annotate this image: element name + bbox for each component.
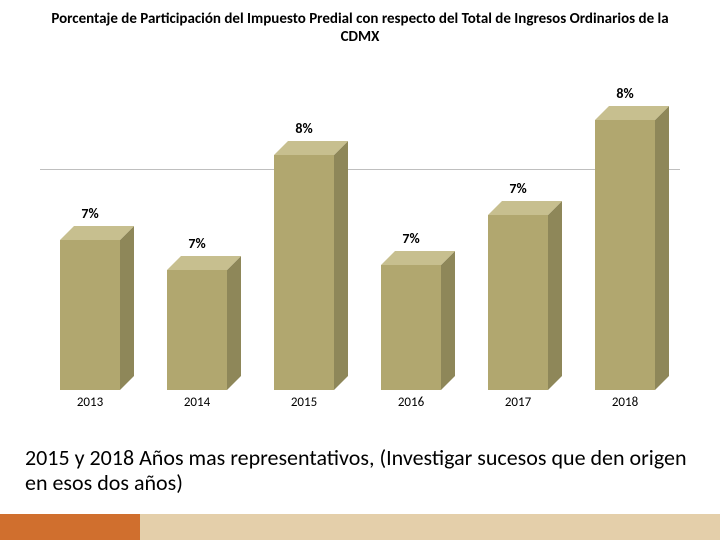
bar-front [167, 270, 227, 390]
chart-title: Porcentaje de Participación del Impuesto… [50, 10, 670, 46]
bar: 7% [488, 215, 548, 390]
x-tick: 2013 [60, 395, 120, 410]
bar-front [60, 240, 120, 390]
bar-value-label: 7% [157, 235, 237, 252]
bar-side [548, 201, 562, 390]
bar-front [381, 265, 441, 390]
chart-plot: 7% 7% 8% 7% 7% 8% [40, 60, 680, 390]
bar-side [120, 226, 134, 390]
bar: 8% [274, 155, 334, 390]
bar-side [655, 106, 669, 390]
x-tick: 2018 [595, 395, 655, 410]
chart-area: 7% 7% 8% 7% 7% 8% [40, 60, 680, 390]
x-tick: 2016 [381, 395, 441, 410]
x-tick: 2014 [167, 395, 227, 410]
x-axis: 2013 2014 2015 2016 2017 2018 [40, 395, 680, 415]
x-tick: 2017 [488, 395, 548, 410]
gridline [40, 169, 680, 170]
bar-front [274, 155, 334, 390]
bar: 7% [60, 240, 120, 390]
bar-value-label: 8% [585, 85, 665, 102]
bar-value-label: 8% [264, 120, 344, 137]
bar-front [595, 120, 655, 390]
caption-text: 2015 y 2018 Años mas representativos, (I… [25, 445, 695, 496]
footer-accent [0, 514, 140, 540]
bar-side [334, 141, 348, 390]
bar-value-label: 7% [478, 180, 558, 197]
slide: Porcentaje de Participación del Impuesto… [0, 0, 720, 540]
x-tick: 2015 [274, 395, 334, 410]
bar-value-label: 7% [371, 230, 451, 247]
bar: 7% [381, 265, 441, 390]
bar-front [488, 215, 548, 390]
bar: 7% [167, 270, 227, 390]
bar-side [441, 251, 455, 390]
bar-value-label: 7% [50, 205, 130, 222]
bar-side [227, 256, 241, 390]
bar: 8% [595, 120, 655, 390]
